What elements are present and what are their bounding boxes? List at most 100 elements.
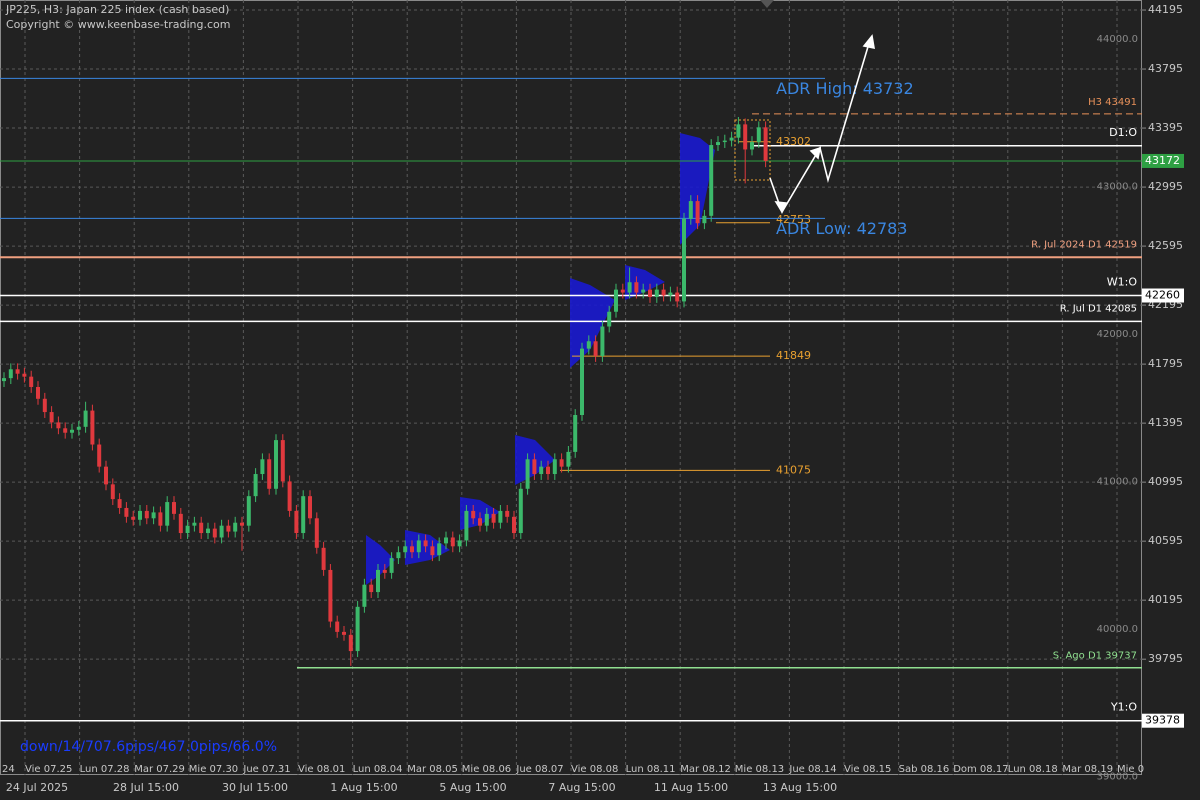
candle-body bbox=[144, 510, 149, 519]
round-level-label: 42000.0 bbox=[1097, 329, 1138, 340]
candle-body bbox=[389, 558, 394, 573]
x-tick-label: Mar 08.05 bbox=[407, 764, 458, 775]
candle-body bbox=[124, 507, 129, 517]
candle-body bbox=[478, 518, 482, 526]
x-tick-label: Vie 08.15 bbox=[844, 764, 891, 775]
y-tick-label: 42995 bbox=[1148, 180, 1183, 193]
candle-body bbox=[294, 510, 299, 534]
candle-body bbox=[131, 516, 136, 520]
time-label: 30 Jul 15:00 bbox=[222, 781, 288, 794]
candle-body bbox=[342, 631, 346, 635]
candle-body bbox=[212, 528, 217, 538]
price-badge bbox=[1142, 713, 1184, 728]
y-tick-label: 40195 bbox=[1148, 593, 1183, 606]
candle-body bbox=[416, 540, 421, 553]
y-tick-label: 40995 bbox=[1148, 475, 1183, 488]
candle-body bbox=[736, 124, 741, 138]
y-tick-label: 44195 bbox=[1148, 3, 1183, 16]
time-label: 24 Jul 2025 bbox=[6, 781, 68, 794]
candle-body bbox=[49, 412, 54, 423]
x-tick-label: Jue 08.07 bbox=[515, 764, 563, 775]
candle-body bbox=[593, 341, 598, 357]
y-tick-label: 41395 bbox=[1148, 416, 1183, 429]
x-tick-label: Jue 07.31 bbox=[242, 764, 290, 775]
candle-body bbox=[178, 513, 183, 534]
arrow-head bbox=[862, 34, 875, 50]
candle-body bbox=[423, 540, 428, 547]
candle-body bbox=[695, 201, 700, 224]
candle-body bbox=[280, 440, 285, 482]
candle-body bbox=[614, 289, 618, 312]
candle-body bbox=[104, 466, 108, 485]
candle-body bbox=[90, 410, 95, 445]
candle-body bbox=[199, 522, 204, 534]
x-tick-label: Lun 08.04 bbox=[353, 764, 403, 775]
candles bbox=[2, 116, 768, 666]
candle-body bbox=[260, 459, 265, 475]
level-label: R. Jul 2024 D1 42519 bbox=[1031, 239, 1137, 250]
candle-body bbox=[110, 484, 115, 500]
candle-body bbox=[369, 584, 374, 593]
x-tick-label: Sab 08.16 bbox=[899, 764, 950, 775]
x-tick-label: Lun 08.11 bbox=[626, 764, 676, 775]
x-tick-label: Mar 07.29 bbox=[134, 764, 185, 775]
stats-annotation: down/14/707.6pips/467.0pips/66.0% bbox=[20, 739, 277, 755]
candle-body bbox=[301, 496, 306, 534]
candle-body bbox=[206, 528, 210, 534]
candle-body bbox=[444, 537, 448, 544]
candle-body bbox=[382, 569, 387, 573]
x-tick-label: Jue 08.14 bbox=[788, 764, 836, 775]
candle-body bbox=[491, 513, 496, 523]
candle-body bbox=[559, 459, 564, 467]
level-label: ADR High: 43732 bbox=[776, 79, 914, 98]
x-tick-label: Mie 07.30 bbox=[189, 764, 238, 775]
candle-body bbox=[675, 292, 680, 302]
x-tick-label: Lun 07.28 bbox=[80, 764, 130, 775]
candle-body bbox=[450, 537, 455, 547]
candle-body bbox=[172, 502, 176, 514]
candle-body bbox=[756, 127, 761, 143]
profile bbox=[405, 530, 450, 565]
candle-body bbox=[566, 451, 571, 467]
level-label: Y1:O bbox=[1110, 701, 1137, 714]
candle-body bbox=[607, 311, 612, 327]
candle-body bbox=[403, 546, 408, 553]
candle-body bbox=[63, 428, 68, 433]
candle-body bbox=[518, 488, 523, 534]
level-label: R. Jul D1 42085 bbox=[1060, 303, 1137, 314]
level-label: 41849 bbox=[776, 349, 811, 362]
axes: 3979540195405954099541395417954219542595… bbox=[2, 3, 1184, 794]
candle-body bbox=[192, 522, 197, 526]
x-tick-label: Vie 08.08 bbox=[571, 764, 618, 775]
arrow-head bbox=[774, 201, 788, 214]
candle-body bbox=[702, 215, 707, 224]
x-tick-label: Vie 08.01 bbox=[298, 764, 345, 775]
candle-body bbox=[661, 289, 666, 296]
candle-body bbox=[233, 522, 238, 532]
chart-subtitle: Copyright © www.keenbase-trading.com bbox=[6, 18, 230, 31]
round-level-label: 41000.0 bbox=[1097, 476, 1138, 487]
x-tick-label: Mar 08.12 bbox=[680, 764, 731, 775]
level-label: W1:O bbox=[1107, 276, 1138, 289]
y-tick-label: 43395 bbox=[1148, 121, 1183, 134]
round-level-label: 39000.0 bbox=[1097, 771, 1138, 782]
candle-body bbox=[158, 512, 163, 526]
candle-body bbox=[274, 440, 278, 489]
candle-body bbox=[240, 522, 244, 526]
x-tick-label: Lun 08.18 bbox=[1008, 764, 1058, 775]
candle-body bbox=[42, 398, 47, 413]
candle-body bbox=[634, 282, 639, 293]
candle-body bbox=[729, 137, 734, 141]
x-tick-label: Mie 08.13 bbox=[735, 764, 784, 775]
candle-body bbox=[56, 422, 61, 429]
time-label: 28 Jul 15:00 bbox=[113, 781, 179, 794]
candle-body bbox=[321, 547, 326, 570]
candle-body bbox=[151, 512, 156, 519]
candle-body bbox=[246, 496, 251, 526]
chart-title: JP225, H3: Japan 225 index (cash based) bbox=[5, 3, 229, 16]
candle-body bbox=[15, 369, 20, 374]
candle-body bbox=[308, 496, 312, 519]
profile bbox=[366, 535, 395, 585]
x-tick-label: Vie 07.25 bbox=[25, 764, 72, 775]
